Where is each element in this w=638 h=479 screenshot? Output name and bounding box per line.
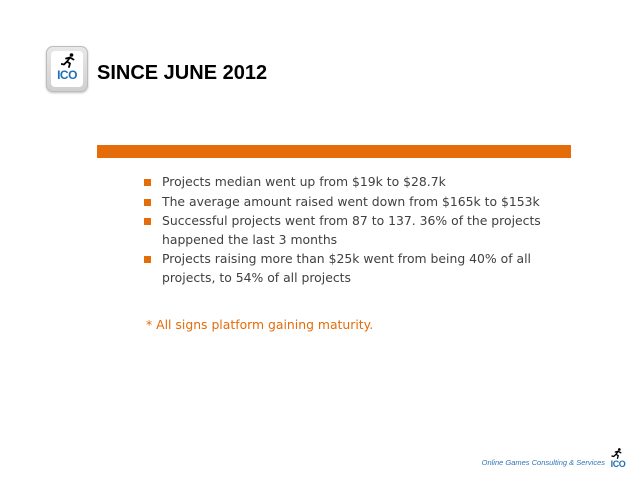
ico-logo-badge: ICO xyxy=(51,51,83,87)
bullet-text: Projects raising more than $25k went fro… xyxy=(162,251,531,285)
running-man-icon xyxy=(61,53,77,68)
bullet-square-icon xyxy=(144,218,151,225)
bullet-square-icon xyxy=(144,256,151,263)
bullet-square-icon xyxy=(144,199,151,206)
bullet-list: Projects median went up from $19k to $28… xyxy=(142,173,572,288)
bullet-text: Projects median went up from $19k to $28… xyxy=(162,174,446,189)
footer-ico-logo: ICO xyxy=(608,448,628,470)
slide-title: SINCE JUNE 2012 xyxy=(97,61,267,85)
ico-logo-text: ICO xyxy=(51,69,83,81)
ico-logo: ICO xyxy=(46,46,88,92)
footer-tagline: Online Games Consulting & Services xyxy=(482,458,605,468)
bullet-text: The average amount raised went down from… xyxy=(162,194,540,209)
maturity-note: * All signs platform gaining maturity. xyxy=(146,316,373,334)
bullet-item: The average amount raised went down from… xyxy=(142,193,572,212)
bullet-item: Successful projects went from 87 to 137.… xyxy=(142,212,572,249)
bullet-text: Successful projects went from 87 to 137.… xyxy=(162,213,541,247)
footer-logo-text: ICO xyxy=(608,459,628,469)
footer: Online Games Consulting & Services ICO xyxy=(482,448,628,470)
bullet-square-icon xyxy=(144,179,151,186)
running-man-icon xyxy=(611,448,624,459)
bullet-item: Projects raising more than $25k went fro… xyxy=(142,250,572,287)
title-divider-bar xyxy=(97,145,571,158)
bullet-item: Projects median went up from $19k to $28… xyxy=(142,173,572,192)
